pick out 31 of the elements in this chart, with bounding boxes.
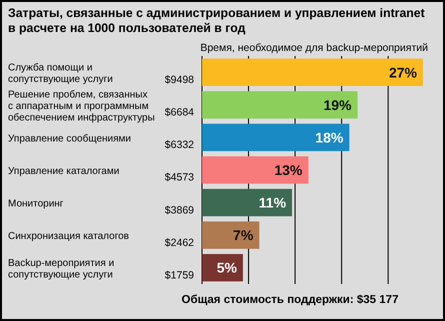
- annotation: 27%: [388, 64, 418, 80]
- bar: [202, 188, 292, 216]
- data-label: $6332: [164, 139, 194, 152]
- annotation: 5%: [216, 260, 238, 276]
- data-label: $4573: [164, 172, 194, 184]
- annotation: 13%: [274, 162, 303, 178]
- data-label: $3869: [164, 204, 194, 216]
- y-tick-label: Синхронизация каталогов: [8, 231, 129, 242]
- annotation: 11%: [258, 194, 287, 211]
- annotation: 19%: [323, 96, 352, 113]
- y-tick-label: Backup-мероприятия и сопутствующие услуги: [8, 258, 114, 280]
- bar: [202, 58, 423, 86]
- chart-title: Затраты, связанные с администрированием и управлением intranet в расчете на 1000 пользователей в год: [8, 6, 425, 35]
- annotation: 7%: [233, 227, 254, 244]
- chart-subtitle: Время, необходимое для backup-мероприятий: [200, 42, 428, 54]
- annotation: 18%: [315, 129, 344, 146]
- data-label: $1759: [164, 269, 194, 282]
- bar: [202, 254, 243, 282]
- bar: [202, 124, 350, 152]
- bar: [202, 91, 358, 119]
- y-tick-label: Служба помощи и сопутствующие услуги: [8, 62, 113, 86]
- y-tick-label: Управление каталогами: [8, 166, 120, 177]
- data-label: $6684: [164, 106, 194, 119]
- data-label: $2462: [164, 236, 194, 249]
- y-tick-label: Решение проблем, связанных с аппаратным и программным обеспечением инфраструктуры: [8, 89, 155, 124]
- data-label: $9498: [164, 74, 194, 86]
- text: Общая стоимость поддержки: $35 177: [182, 294, 398, 306]
- y-tick-label: Управление сообщениями: [8, 133, 131, 144]
- y-tick-label: Мониторинг: [8, 198, 64, 210]
- bar: [202, 156, 308, 184]
- bar: [202, 221, 260, 249]
